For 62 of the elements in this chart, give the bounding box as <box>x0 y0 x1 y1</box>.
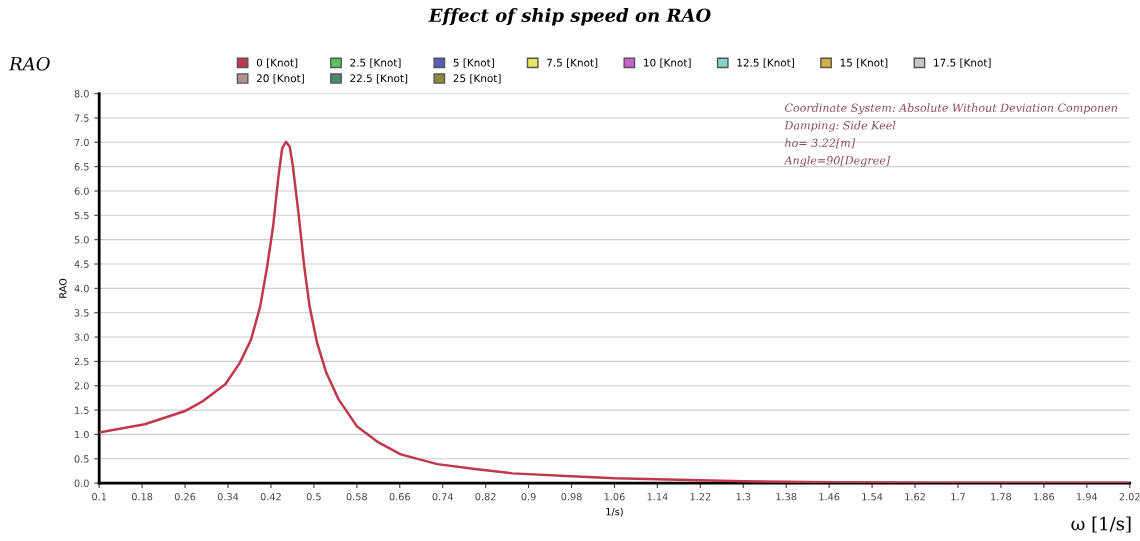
y-tick-label: 3.5 <box>74 309 89 317</box>
x-tick-label: 1.78 <box>991 493 1012 501</box>
x-tick-label: 1.86 <box>1034 493 1055 501</box>
x-tick-label: 0.5 <box>306 493 321 501</box>
x-tick-label: 0.66 <box>389 493 410 501</box>
y-tick-label: 6.0 <box>74 187 89 195</box>
x-tick-label: 0.9 <box>521 493 536 501</box>
legend-label: 5 [Knot] <box>453 58 494 68</box>
x-tick-label: 1.14 <box>647 493 668 501</box>
x-tick-label: 0.18 <box>131 493 153 501</box>
x-tick-label: 0.26 <box>174 493 196 501</box>
x-tick-label: 1.54 <box>862 493 883 501</box>
x-tick-label: 1.06 <box>604 493 625 501</box>
annotation: Coordinate System: Absolute Without Deviation Componen <box>785 103 1118 115</box>
legend-label: 25 [Knot] <box>453 74 501 84</box>
legend-label: 2.5 [Knot] <box>350 58 401 68</box>
y-tick-label: 0.5 <box>74 455 89 463</box>
text: RAO <box>8 56 50 71</box>
x-tick-label: 0.98 <box>561 493 582 501</box>
y-tick-label: 5.0 <box>74 236 89 244</box>
x-tick-label: 2.02 <box>1119 493 1140 501</box>
y-tick-label: 7.0 <box>74 138 89 147</box>
y-tick-label: 1.0 <box>75 430 89 439</box>
x-tick-label: 1.3 <box>736 493 751 501</box>
y-tick-label: 7.5 <box>74 114 89 122</box>
legend-label: 7.5 [Knot] <box>547 58 598 68</box>
x-axis-title: 1/s) <box>606 507 623 517</box>
y-tick-label: 3.0 <box>74 333 89 341</box>
annotation: ho= 3.22[m] <box>785 138 856 149</box>
y-tick-label: 2.0 <box>74 382 89 390</box>
legend-label: 10 [Knot] <box>644 58 691 68</box>
x-tick-label: 1.22 <box>690 493 711 501</box>
legend-label: 15 [Knot] <box>840 58 888 68</box>
x-tick-label: 0.74 <box>432 493 453 501</box>
legend-label: 17.5 [Knot] <box>934 58 991 68</box>
y-tick-label: 1.5 <box>75 406 89 414</box>
x-tick-label: 0.34 <box>217 493 239 501</box>
x-tick-label: 0.42 <box>260 493 281 501</box>
legend-label: 12.5 [Knot] <box>737 58 794 68</box>
y-tick-label: 0.0 <box>74 479 89 487</box>
x-tick-label: 1.62 <box>905 493 925 501</box>
y-tick-label: 4.5 <box>74 260 89 268</box>
x-tick-label: 0.1 <box>92 493 107 501</box>
annotation: Damping: Side Keel <box>784 120 896 132</box>
y-tick-label: 2.5 <box>74 357 89 366</box>
y-tick-label: 8.0 <box>74 90 89 98</box>
y-axis-title: RAO <box>59 278 67 298</box>
x-tick-label: 0.58 <box>346 493 367 501</box>
x-tick-label: 1.7 <box>951 493 965 501</box>
y-tick-label: 5.5 <box>74 211 89 220</box>
annotation: Angle=90[Degree] <box>783 155 891 167</box>
x-tick-label: 1.94 <box>1077 493 1098 501</box>
x-tick-label: 1.46 <box>819 493 840 501</box>
x-tick-label: 1.38 <box>776 493 797 501</box>
chart-title: Effect of ship speed on RAO <box>428 8 711 26</box>
legend-label: 20 [Knot] <box>256 74 304 84</box>
x-tick-label: 0.82 <box>475 493 496 501</box>
legend-label: 22.5 [Knot] <box>350 74 408 84</box>
y-tick-label: 6.5 <box>74 163 89 171</box>
text: ω [1/s] <box>1071 516 1131 533</box>
y-tick-label: 4.0 <box>74 284 89 293</box>
legend-label: 0 [Knot] <box>256 58 298 68</box>
